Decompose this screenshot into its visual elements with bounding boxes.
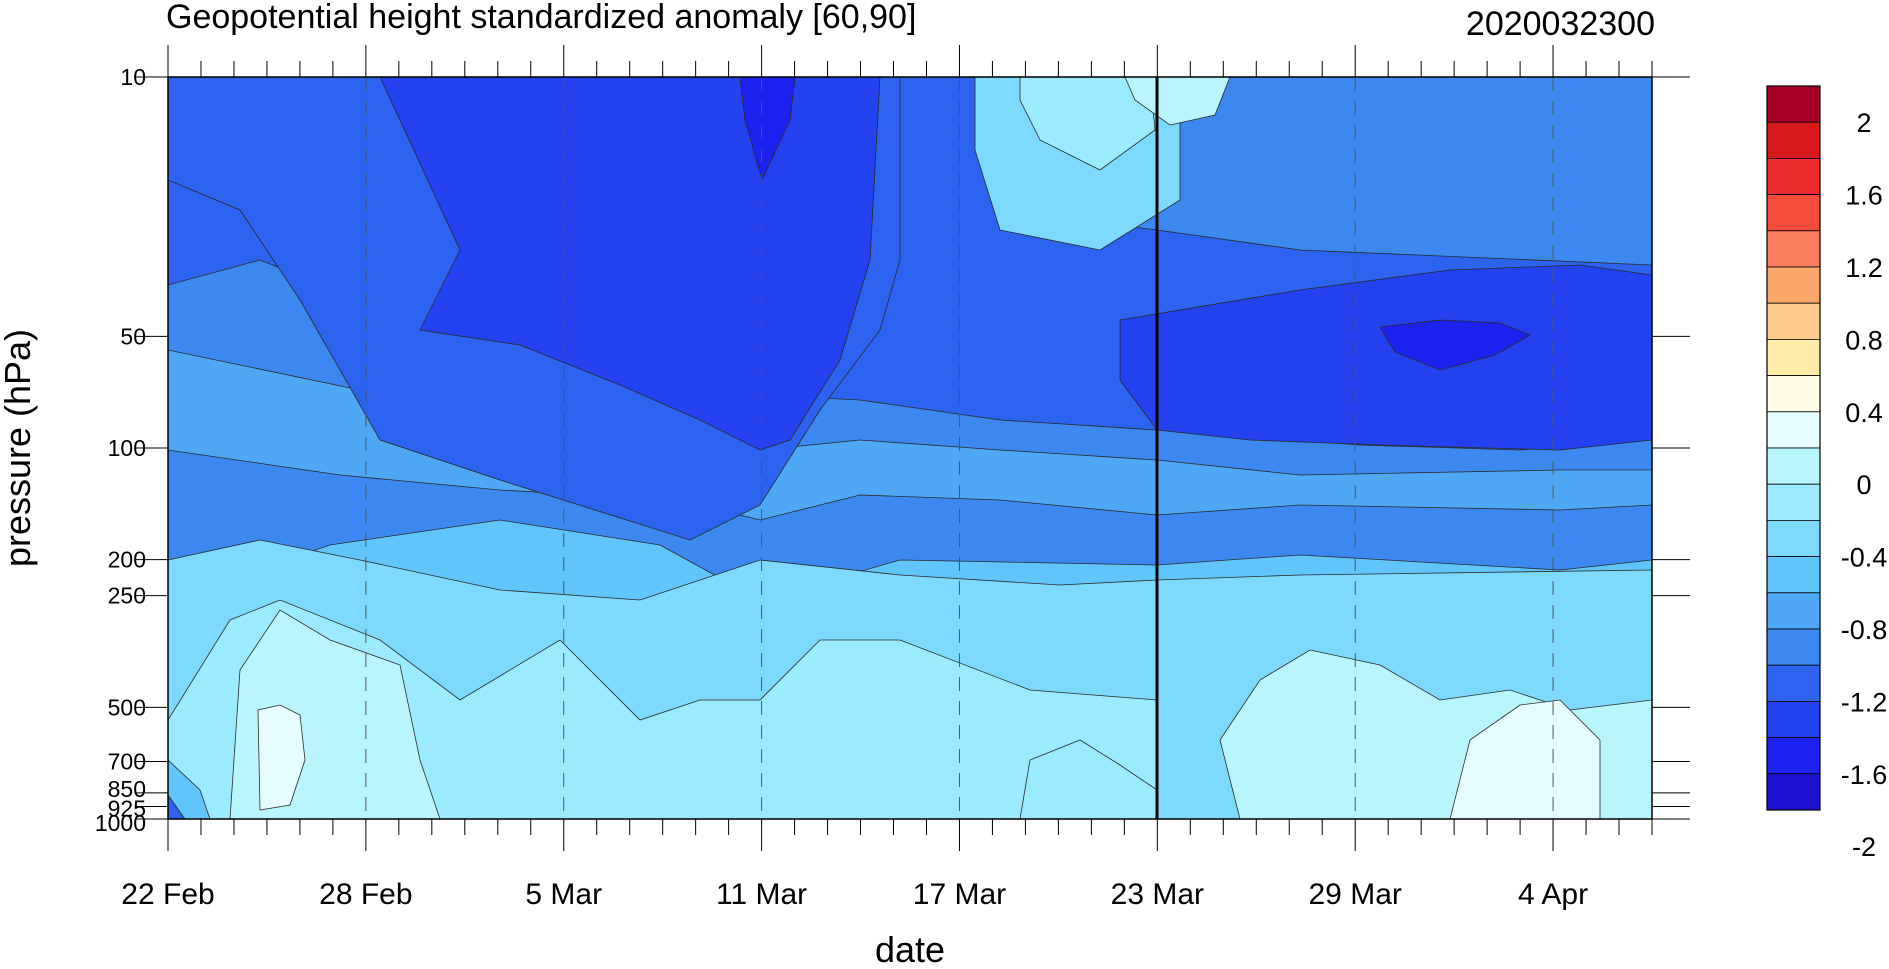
x-tick-label: 22 Feb (121, 878, 214, 911)
colorbar-swatch (1766, 375, 1821, 413)
colorbar-label: 0 (1856, 470, 1871, 500)
colorbar-swatch (1766, 230, 1821, 268)
contour-band (168, 794, 186, 819)
y-tick-label: 200 (108, 547, 146, 573)
colorbar-swatch (1766, 483, 1821, 521)
contour-band (1019, 77, 1156, 171)
colorbar-label: 2 (1856, 108, 1871, 138)
contour-band (168, 759, 211, 819)
colorbar-label: -2 (1852, 832, 1876, 862)
contour-plot (168, 77, 1652, 819)
colorbar-label: -1.2 (1841, 687, 1888, 717)
y-tick-label: 250 (108, 583, 146, 609)
colorbar-label: -1.6 (1841, 760, 1888, 790)
contour-band (1449, 699, 1601, 819)
y-tick-label: 50 (120, 323, 146, 349)
x-tick-label: 5 Mar (525, 878, 602, 911)
colorbar-label: -0.8 (1841, 615, 1888, 645)
chart-title: Geopotential height standardized anomaly… (166, 0, 916, 36)
colorbar-swatch (1766, 773, 1821, 811)
x-tick-label: 23 Mar (1111, 878, 1204, 911)
colorbar-swatch (1766, 85, 1821, 123)
x-tick-label: 29 Mar (1309, 878, 1402, 911)
contour-band (1379, 319, 1531, 371)
x-axis: 22 Feb 28 Feb 5 Mar 11 Mar 17 Mar 23 Mar 29 Ma… (121, 45, 1653, 911)
colorbar-frame (1766, 85, 1821, 811)
colorbar-swatch (1766, 447, 1821, 485)
x-tick-label: 11 Mar (716, 878, 807, 911)
x-tick-label: 4 Apr (1518, 878, 1588, 911)
colorbar-label: -0.4 (1841, 543, 1888, 573)
y-tick-label: 10 (120, 64, 146, 90)
contour-band (379, 77, 881, 451)
colorbar-swatch (1766, 266, 1821, 304)
colorbar-swatch (1766, 592, 1821, 630)
y-tick-label: 925 (108, 795, 146, 821)
colorbar-swatch (1766, 194, 1821, 232)
x-tick-label: 17 Mar (913, 878, 1006, 911)
colorbar-label: 1.6 (1845, 181, 1883, 211)
contour-band (739, 77, 796, 182)
colorbar-swatch (1766, 338, 1821, 376)
colorbar-swatch (1766, 302, 1821, 340)
contour-band (1019, 739, 1158, 819)
colorbar-swatch (1766, 121, 1821, 159)
colorbar-swatch (1766, 411, 1821, 449)
colorbar-swatch (1766, 701, 1821, 739)
y-tick-label: 700 (108, 749, 146, 775)
y-tick-label: 1000 (95, 810, 146, 836)
colorbar-swatch (1766, 628, 1821, 666)
colorbar-label: 0.4 (1845, 398, 1883, 428)
contour-band (1124, 77, 1231, 126)
colorbar-swatch (1766, 737, 1821, 775)
colorbar-swatch (1766, 664, 1821, 702)
colorbar-swatch (1766, 556, 1821, 594)
x-tick-label: 28 Feb (319, 878, 412, 911)
y-tick-label: 100 (108, 435, 146, 461)
colorbar-label: 0.8 (1845, 325, 1883, 355)
colorbar: 2 1.6 1.2 0.8 0.4 0 -0.4 -0.8 -1.2 -1.6 -2 (1766, 85, 1888, 862)
contour-band (257, 704, 306, 811)
colorbar-swatch (1766, 157, 1821, 195)
date-stamp: 2020032300 (1466, 5, 1655, 43)
contour-band (1119, 264, 1652, 451)
y-tick-label: 500 (108, 694, 146, 720)
colorbar-label: 1.2 (1845, 253, 1883, 283)
y-axis-label: pressure (hPa) (0, 329, 38, 567)
x-axis-label: date (875, 929, 945, 969)
colorbar-swatch (1766, 520, 1821, 558)
y-tick-label: 850 (108, 776, 146, 802)
